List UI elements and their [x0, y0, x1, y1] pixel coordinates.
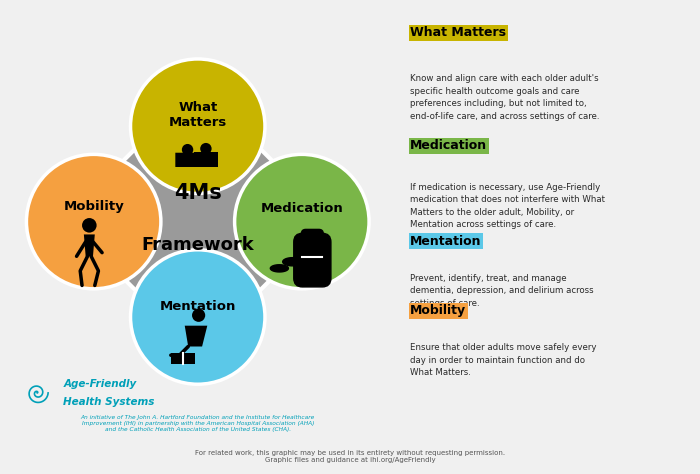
Circle shape [27, 155, 161, 289]
Circle shape [234, 155, 369, 289]
Circle shape [130, 250, 265, 384]
Polygon shape [283, 258, 302, 266]
Polygon shape [194, 152, 218, 167]
Polygon shape [185, 326, 207, 346]
Text: 4Ms: 4Ms [174, 183, 222, 203]
Text: Prevent, identify, treat, and manage
dementia, depression, and delirium across
s: Prevent, identify, treat, and manage dem… [410, 273, 594, 308]
FancyBboxPatch shape [294, 233, 331, 287]
Polygon shape [270, 264, 288, 272]
Text: Medication: Medication [260, 202, 343, 215]
Text: Age-Friendly: Age-Friendly [63, 379, 136, 389]
Polygon shape [84, 235, 95, 256]
Circle shape [130, 59, 265, 193]
Circle shape [192, 309, 205, 322]
Text: For related work, this graphic may be used in its entirety without requesting pe: For related work, this graphic may be us… [195, 450, 505, 463]
Text: An initiative of The John A. Hartford Foundation and the Institute for Healthcar: An initiative of The John A. Hartford Fo… [80, 415, 315, 432]
Polygon shape [175, 153, 199, 167]
Circle shape [82, 218, 97, 233]
Polygon shape [171, 354, 195, 364]
Text: Mobility: Mobility [410, 304, 466, 317]
Text: What
Matters: What Matters [169, 101, 227, 129]
Text: What Matters: What Matters [410, 27, 506, 39]
Text: If medication is necessary, use Age-Friendly
medication that does not interfere : If medication is necessary, use Age-Frie… [410, 182, 606, 229]
Text: Mobility: Mobility [63, 200, 124, 213]
Text: Ensure that older adults move safely every
day in order to maintain function and: Ensure that older adults move safely eve… [410, 343, 597, 377]
Polygon shape [104, 125, 292, 314]
Circle shape [200, 143, 211, 155]
FancyBboxPatch shape [302, 229, 323, 246]
Text: Health Systems: Health Systems [63, 397, 155, 407]
Text: Medication: Medication [410, 139, 487, 152]
Text: Mentation: Mentation [160, 300, 236, 313]
Text: Know and align care with each older adult's
specific health outcome goals and ca: Know and align care with each older adul… [410, 74, 600, 121]
Circle shape [182, 144, 193, 155]
Text: Mentation: Mentation [410, 235, 482, 247]
Text: Framework: Framework [141, 237, 254, 255]
